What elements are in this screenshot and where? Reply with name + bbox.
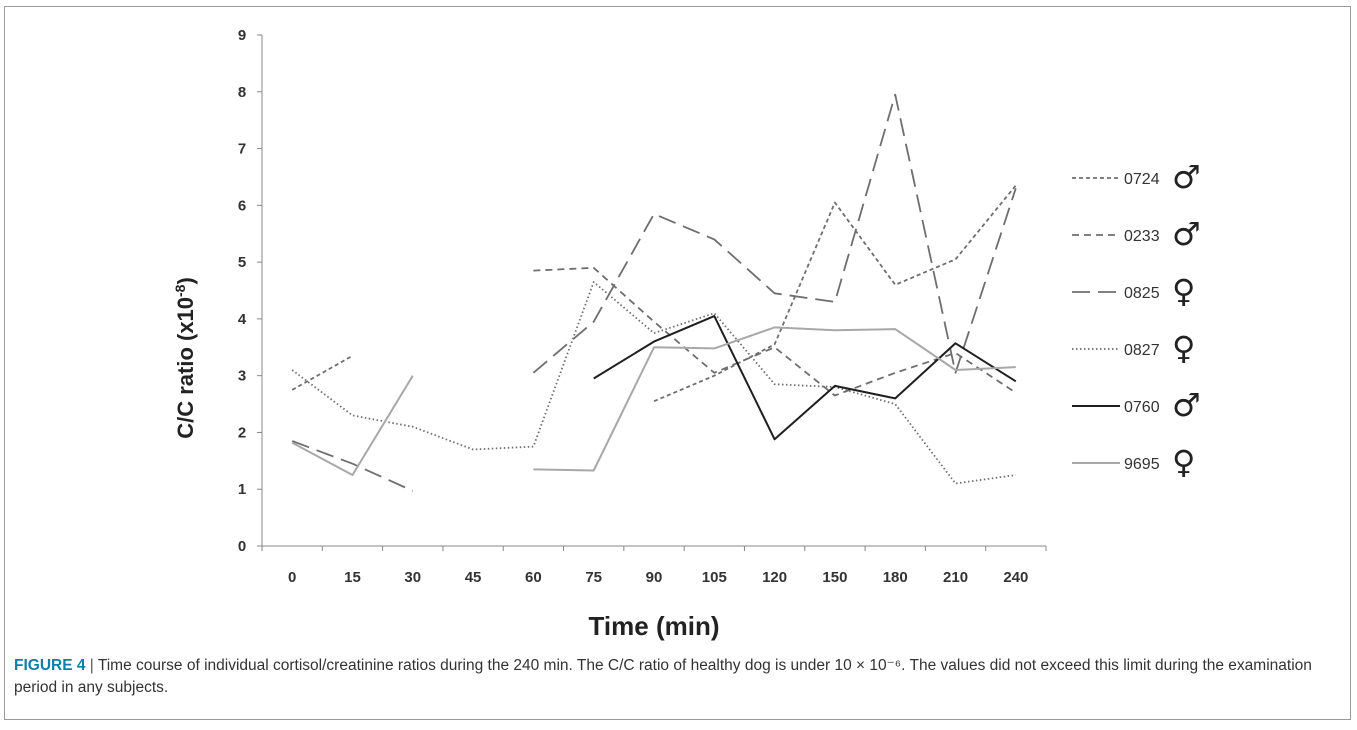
y-tick-label: 0 — [238, 538, 246, 555]
x-tick-label: 150 — [822, 569, 847, 586]
x-axis-label: Time (min) — [589, 611, 720, 641]
y-tick-label: 4 — [238, 311, 247, 328]
figure-frame — [4, 6, 1351, 720]
x-tick-label: 45 — [465, 569, 482, 586]
x-tick-label: 60 — [525, 569, 542, 586]
series-line-9695 — [533, 326, 1016, 472]
y-tick-label: 5 — [238, 254, 246, 271]
female-symbol-icon: ♀ — [1172, 272, 1195, 310]
y-tick-label: 6 — [238, 197, 246, 214]
male-symbol-icon: ♂ — [1172, 386, 1201, 424]
legend-label: 0827 — [1124, 342, 1160, 359]
y-axis-label: C/C ratio (x10-8) — [172, 277, 198, 439]
y-axis-label-main: C/C ratio (x10 — [173, 297, 198, 439]
legend-label: 0233 — [1124, 228, 1160, 245]
series-line-0825 — [532, 93, 1017, 374]
x-tick-label: 240 — [1003, 569, 1028, 586]
y-tick-label: 1 — [238, 481, 246, 498]
y-tick-label: 7 — [238, 141, 246, 158]
x-tick-label: 105 — [702, 569, 727, 586]
series-line-0760 — [593, 315, 1017, 441]
male-symbol-icon: ♂ — [1172, 158, 1201, 196]
female-symbol-icon: ♀ — [1172, 443, 1195, 481]
y-tick-label: 8 — [238, 84, 246, 101]
y-axis-label-close: ) — [173, 277, 198, 284]
x-tick-label: 15 — [344, 569, 361, 586]
caption-separator: | — [85, 657, 98, 674]
series-line-0825 — [291, 440, 414, 492]
x-tick-label: 75 — [585, 569, 602, 586]
caption-text: Time course of individual cortisol/creat… — [14, 657, 1312, 696]
x-tick-label: 210 — [943, 569, 968, 586]
y-tick-label: 2 — [238, 424, 246, 441]
x-tick-label: 120 — [762, 569, 787, 586]
x-tick-label: 30 — [404, 569, 421, 586]
female-symbol-icon: ♀ — [1172, 329, 1195, 367]
legend-label: 0825 — [1124, 285, 1160, 302]
y-tick-label: 3 — [238, 368, 246, 385]
chart-series — [291, 93, 1017, 492]
legend-label: 0760 — [1124, 399, 1160, 416]
chart-legend: 0724 ♂ 0233 ♂ 0825 ♀ 0827 ♀ 0760 ♂ 9695 ♀ — [1072, 158, 1201, 481]
x-tick-label: 180 — [883, 569, 908, 586]
y-axis-label-sup: -8 — [172, 284, 188, 297]
x-tick-label: 0 — [288, 569, 296, 586]
series-line-0724 — [653, 184, 1017, 403]
x-tick-label: 90 — [646, 569, 663, 586]
legend-label: 9695 — [1124, 456, 1160, 473]
series-line-0724 — [291, 355, 353, 391]
series-line-0827 — [291, 281, 1016, 485]
figure-label: FIGURE 4 — [14, 657, 86, 674]
legend-label: 0724 — [1124, 171, 1160, 188]
series-line-0233 — [533, 266, 1017, 397]
series-line-9695 — [291, 375, 414, 476]
figure-caption: FIGURE 4 | Time course of individual cor… — [14, 655, 1339, 699]
y-tick-label: 9 — [238, 27, 246, 44]
male-symbol-icon: ♂ — [1172, 215, 1201, 253]
